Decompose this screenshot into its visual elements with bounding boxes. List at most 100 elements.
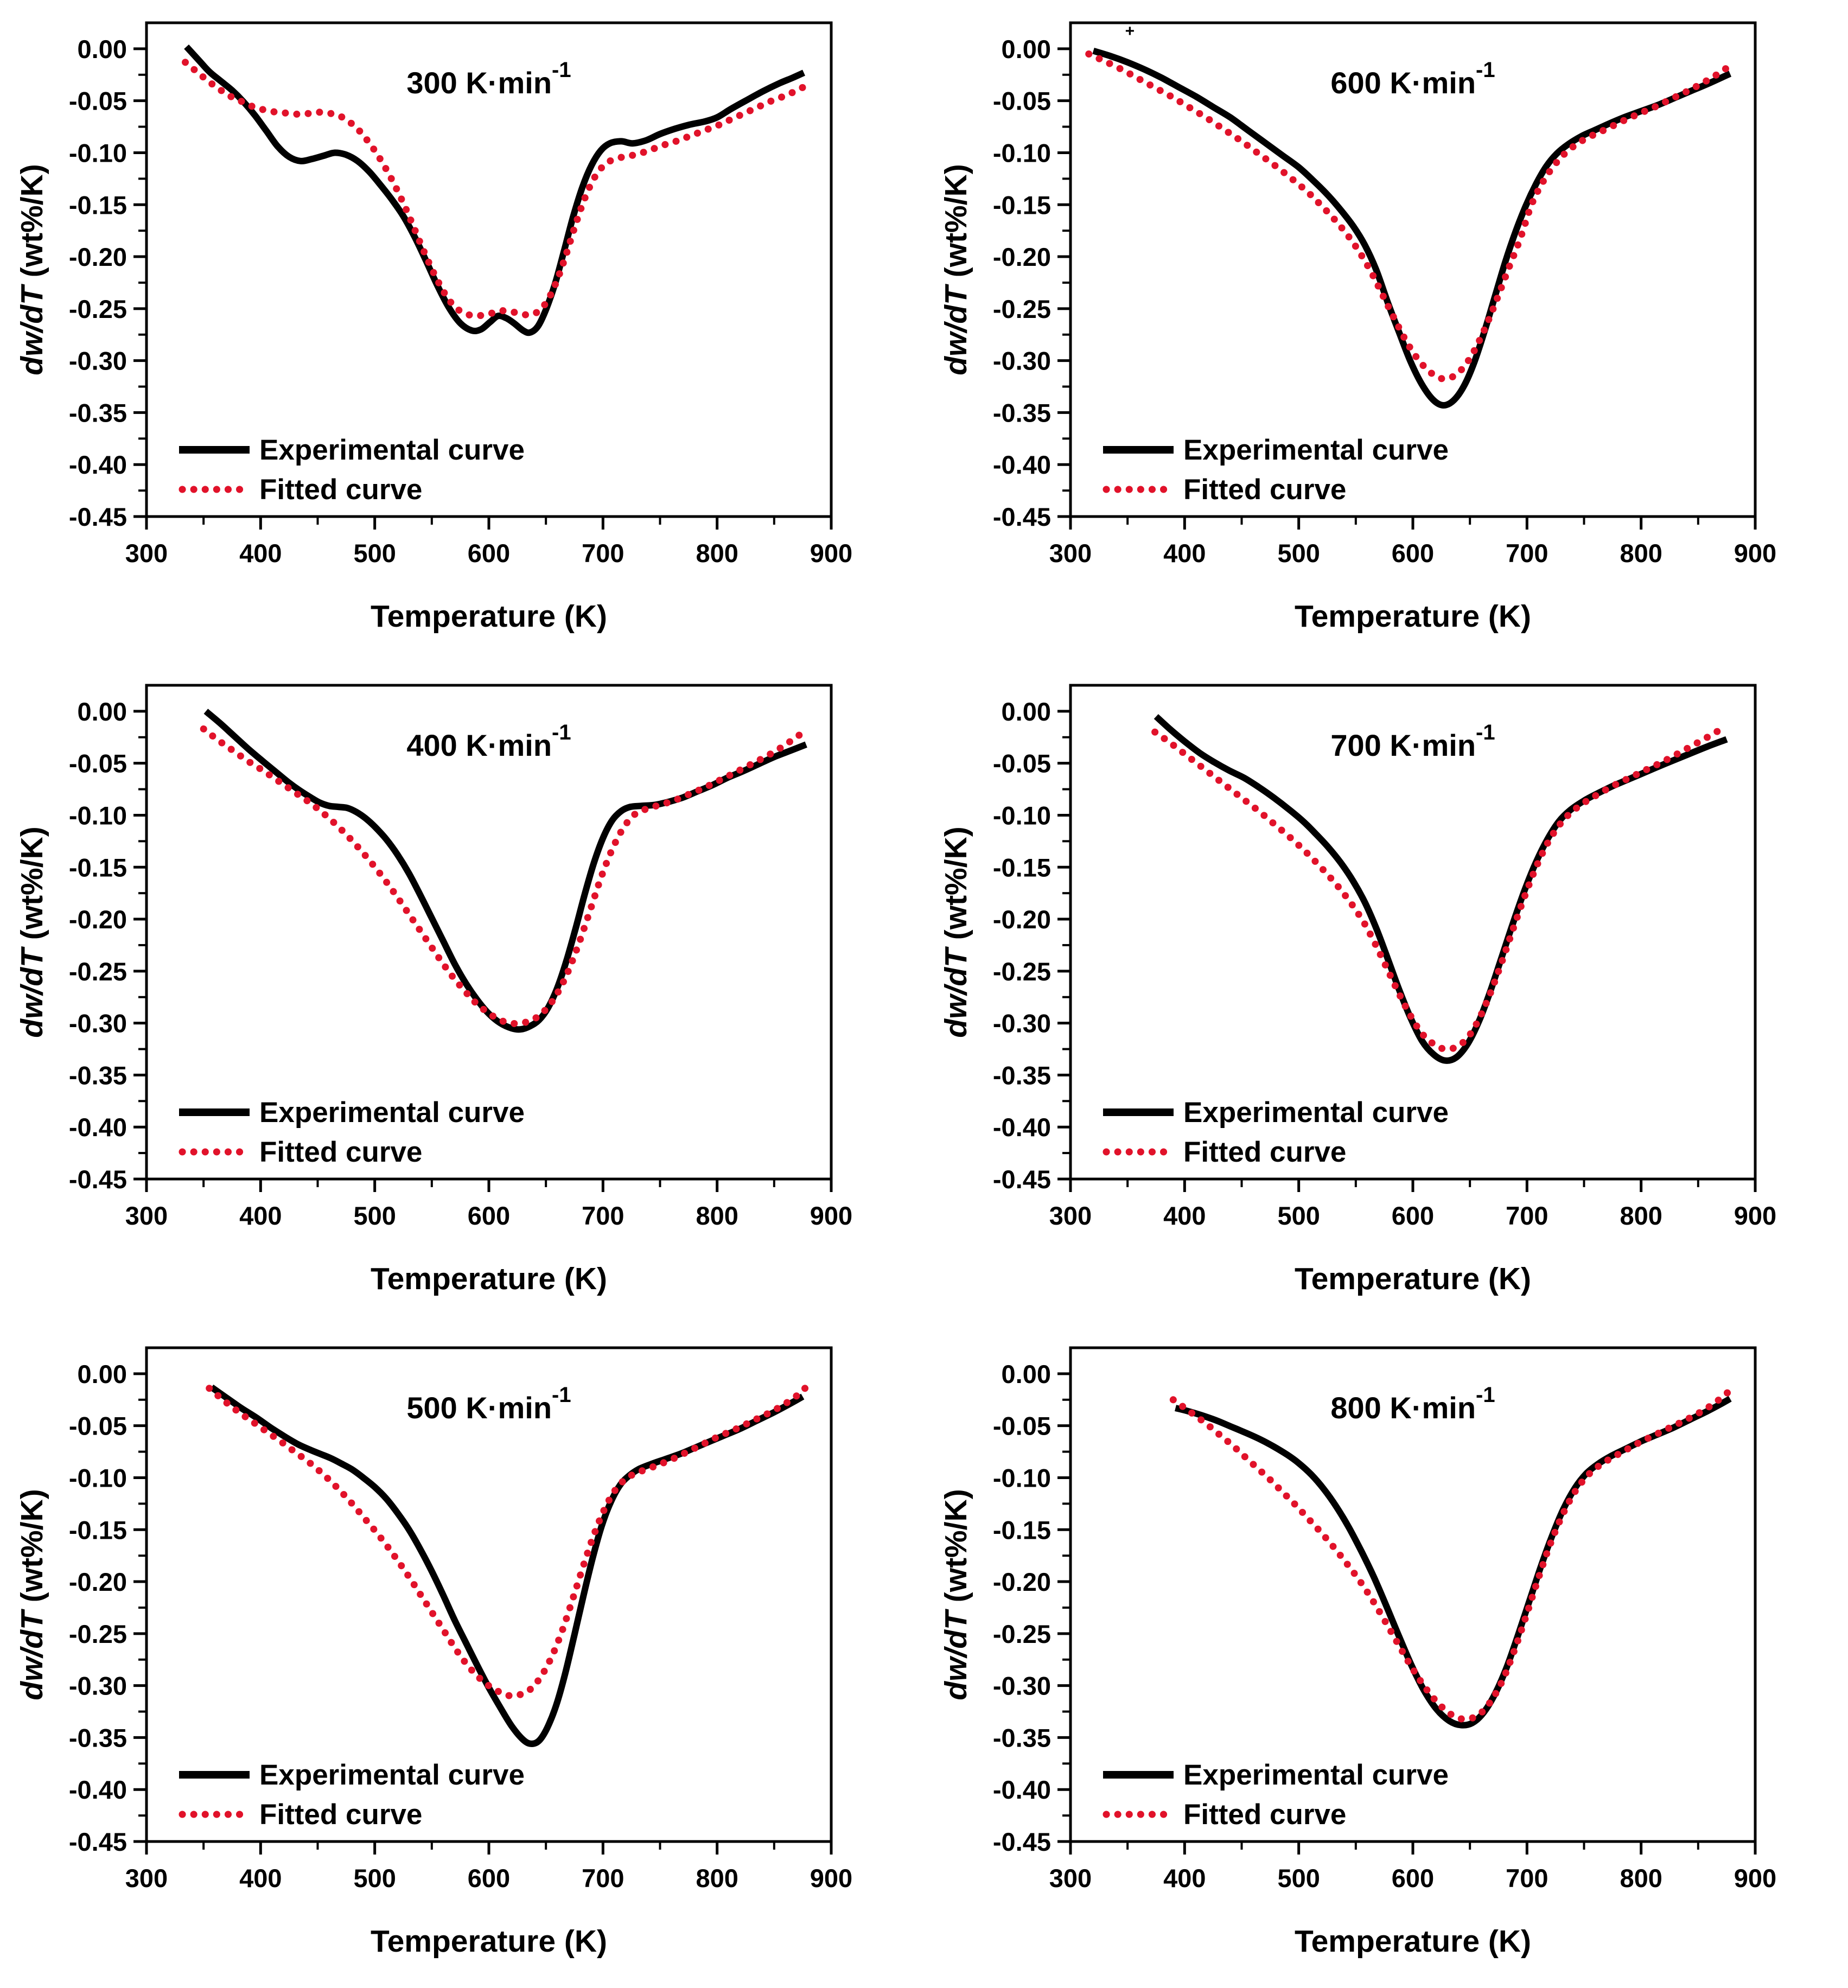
y-tick-label: -0.20: [69, 905, 127, 934]
y-tick-label: 0.00: [78, 697, 127, 726]
y-tick-label: -0.15: [69, 853, 127, 882]
y-tick-label: 0.00: [1002, 35, 1051, 63]
y-tick-label: -0.15: [993, 1515, 1051, 1544]
y-tick-label: -0.20: [993, 905, 1051, 934]
y-tick-label: -0.20: [993, 1568, 1051, 1596]
y-tick-label: -0.15: [69, 1515, 127, 1544]
chart-panel-400: 0.00 -0.05 -0.10 -0.15 -0.20 -0.25 -0.30 -0.35 -…: [0, 662, 924, 1325]
chart-title: 800 K·min-1: [1330, 1383, 1495, 1425]
chart-canvas-800: 0.00 -0.05 -0.10 -0.15 -0.20 -0.25 -0.30 -0.35 -…: [939, 1346, 1776, 1959]
y-tick-label: -0.35: [69, 398, 127, 427]
fitted-curve: [1169, 1388, 1733, 1723]
x-tick-label: 700: [582, 539, 624, 568]
y-tick-label: -0.10: [69, 801, 127, 830]
x-tick-label: 600: [468, 1201, 510, 1230]
chart-title: 400 K·min-1: [406, 721, 571, 762]
x-tick-label: 300: [125, 539, 168, 568]
x-tick-label: 400: [1163, 1201, 1206, 1230]
legend-experimental-label: Experimental curve: [259, 1097, 525, 1129]
y-tick-label: -0.45: [993, 502, 1051, 531]
y-tick-label: -0.10: [993, 801, 1051, 830]
x-tick-label: 300: [1049, 1864, 1092, 1893]
x-tick-label: 500: [353, 1201, 396, 1230]
chart-panel-500: 0.00 -0.05 -0.10 -0.15 -0.20 -0.25 -0.30 -0.35 -…: [0, 1325, 924, 1987]
x-tick-label: 500: [1277, 539, 1320, 568]
fitted-curve: [206, 1385, 809, 1700]
y-tick-label: -0.40: [993, 1775, 1051, 1804]
y-tick-label: -0.15: [993, 853, 1051, 882]
experimental-curve: [184, 44, 805, 336]
stray-mark: +: [1125, 22, 1135, 40]
legend-experimental-label: Experimental curve: [259, 434, 525, 466]
y-tick-label: -0.30: [993, 1009, 1051, 1038]
chart-panel-600: 0.00 -0.05 -0.10 -0.15 -0.20 -0.25 -0.30 -0.35 -…: [924, 0, 1848, 662]
y-tick-label: -0.45: [69, 1827, 127, 1856]
x-axis-title: Temperature (K): [1295, 599, 1531, 634]
y-tick-label: -0.30: [69, 1672, 127, 1700]
legend-experimental-label: Experimental curve: [1183, 1759, 1449, 1791]
legend-experimental-label: Experimental curve: [1183, 434, 1449, 466]
fitted-curve: [1151, 724, 1727, 1053]
y-tick-label: -0.40: [69, 1113, 127, 1142]
plot-layer: 0.00 -0.05 -0.10 -0.15 -0.20 -0.25 -0.30 -0.35 -…: [69, 21, 852, 568]
y-tick-label: 0.00: [78, 35, 127, 63]
chart-title: 300 K·min-1: [406, 58, 571, 100]
x-tick-label: 500: [1277, 1201, 1320, 1230]
legend: Experimental curve Fitted curve: [1103, 434, 1449, 506]
x-tick-label: 800: [696, 1864, 738, 1893]
x-tick-label: 700: [1506, 1201, 1548, 1230]
x-tick-label: 800: [696, 1201, 738, 1230]
y-tick-label: -0.10: [993, 138, 1051, 167]
fitted-curve: [200, 725, 809, 1027]
x-tick-label: 600: [1392, 1864, 1434, 1893]
legend: Experimental curve Fitted curve: [1103, 1097, 1449, 1168]
y-axis-title: dw/dT (wt%/K): [15, 826, 49, 1037]
y-tick-label: -0.25: [993, 957, 1051, 986]
y-tick-label: -0.25: [69, 1620, 127, 1648]
x-tick-label: 400: [239, 1201, 282, 1230]
y-tick-label: -0.35: [993, 1061, 1051, 1089]
y-tick-label: -0.15: [69, 190, 127, 219]
y-tick-label: -0.10: [69, 138, 127, 167]
y-tick-label: -0.30: [69, 347, 127, 375]
fitted-curve: [182, 59, 809, 320]
legend: Experimental curve Fitted curve: [1103, 1759, 1449, 1831]
x-tick-label: 300: [125, 1201, 168, 1230]
y-tick-label: -0.40: [69, 450, 127, 479]
legend-fitted-label: Fitted curve: [259, 1799, 422, 1831]
x-tick-label: 300: [1049, 1201, 1092, 1230]
chart-panel-800: 0.00 -0.05 -0.10 -0.15 -0.20 -0.25 -0.30 -0.35 -…: [924, 1325, 1848, 1987]
y-tick-label: -0.10: [69, 1463, 127, 1492]
x-tick-label: 400: [1163, 1864, 1206, 1893]
y-tick-label: 0.00: [78, 1360, 127, 1388]
x-axis-title: Temperature (K): [371, 1261, 607, 1296]
experimental-curve: [1154, 714, 1728, 1064]
y-tick-label: 0.00: [1002, 697, 1051, 726]
y-tick-label: -0.05: [993, 749, 1051, 778]
legend-fitted-label: Fitted curve: [1183, 474, 1346, 506]
y-axis-title: dw/dT (wt%/K): [939, 164, 973, 375]
x-tick-label: 600: [468, 539, 510, 568]
y-tick-label: -0.15: [993, 190, 1051, 219]
y-axis-title: dw/dT (wt%/K): [15, 1489, 49, 1700]
y-tick-label: -0.10: [993, 1463, 1051, 1492]
x-tick-label: 600: [1392, 539, 1434, 568]
x-tick-label: 700: [1506, 1864, 1548, 1893]
x-tick-label: 800: [1620, 1201, 1662, 1230]
legend-experimental-label: Experimental curve: [1183, 1097, 1449, 1129]
fitted-curve: [1085, 50, 1734, 383]
y-tick-label: -0.05: [69, 1412, 127, 1441]
chart-title: 700 K·min-1: [1330, 721, 1495, 762]
chart-canvas-300: 0.00 -0.05 -0.10 -0.15 -0.20 -0.25 -0.30 -0.35 -…: [15, 21, 852, 634]
y-tick-label: -0.35: [993, 398, 1051, 427]
y-axis-title: dw/dT (wt%/K): [939, 826, 973, 1037]
legend: Experimental curve Fitted curve: [179, 1759, 525, 1831]
y-tick-label: -0.25: [69, 957, 127, 986]
chart-title: 500 K·min-1: [406, 1383, 571, 1425]
x-tick-label: 900: [810, 1201, 852, 1230]
x-tick-label: 300: [1049, 539, 1092, 568]
x-tick-label: 600: [468, 1864, 510, 1893]
y-tick-label: -0.40: [993, 1113, 1051, 1142]
y-tick-label: -0.45: [69, 502, 127, 531]
